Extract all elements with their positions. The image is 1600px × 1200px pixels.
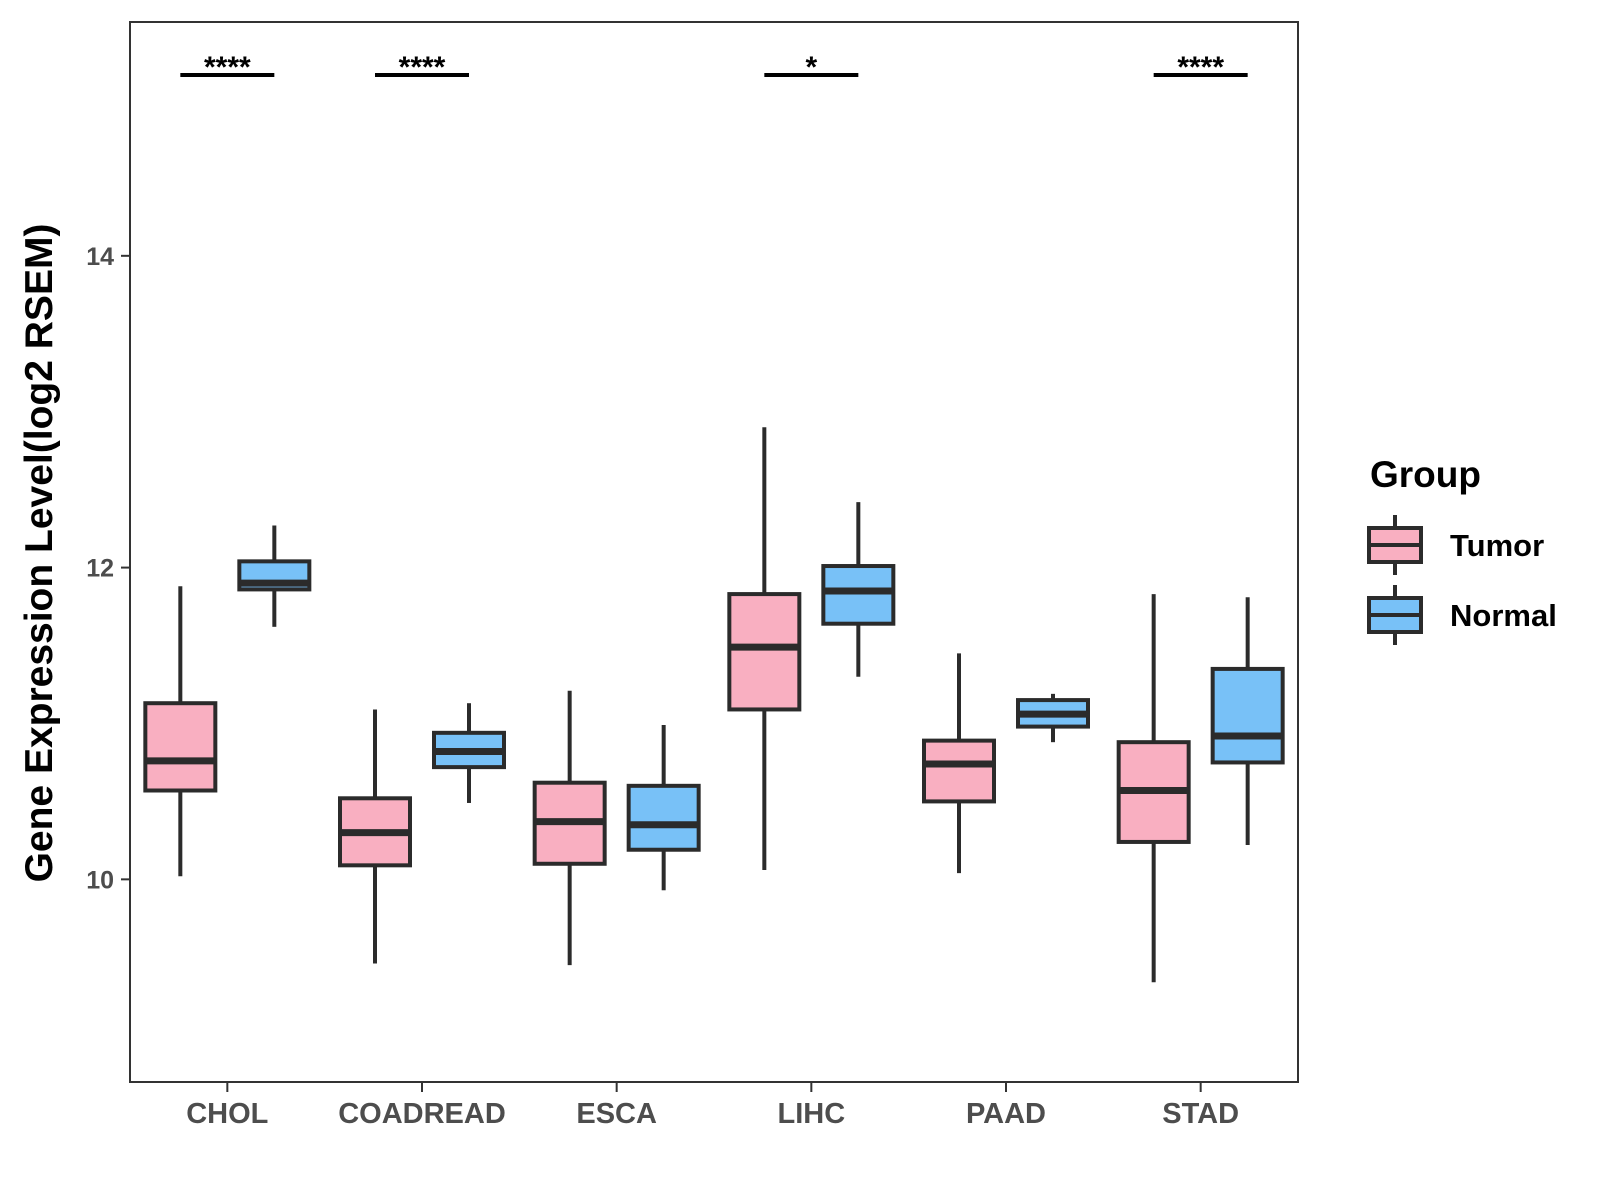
- box-normal-lihc: [821, 502, 896, 677]
- box-normal-stad: [1210, 597, 1285, 846]
- y-axis-title: Gene Expression Level(log2 RSEM): [18, 224, 61, 883]
- legend-title: Group: [1370, 454, 1481, 495]
- box-tumor-paad: [922, 653, 996, 874]
- legend-key-tumor: [1367, 515, 1423, 575]
- legend-key-normal: [1367, 585, 1423, 645]
- significance-annotations: **** **** * ****: [180, 51, 1248, 84]
- plot-panel: [129, 21, 1299, 1083]
- x-tick-label-lihc: LIHC: [777, 1098, 845, 1130]
- legend-label-normal: Normal: [1450, 598, 1557, 633]
- box-normal-chol: [237, 525, 312, 627]
- x-tick-label-esca: ESCA: [576, 1098, 657, 1130]
- box-body: [1210, 666, 1285, 765]
- y-tick-label: 14: [86, 243, 114, 271]
- box-body: [727, 592, 802, 712]
- box-tumor-coadread: [338, 709, 412, 964]
- significance-label: ****: [399, 51, 446, 84]
- significance-label: ****: [1177, 51, 1224, 84]
- y-tick-label: 10: [86, 866, 114, 894]
- box-body: [143, 701, 218, 793]
- significance-label: ****: [204, 51, 251, 84]
- box-body: [821, 564, 896, 626]
- box-tumor-lihc: [727, 427, 802, 870]
- box-normal-paad: [1016, 693, 1090, 743]
- box-body: [922, 738, 996, 804]
- x-tick-label-stad: STAD: [1162, 1098, 1239, 1130]
- legend-label-tumor: Tumor: [1450, 528, 1544, 563]
- x-axis: CHOL COADREAD ESCA LIHC PAAD STAD: [186, 1082, 1239, 1130]
- boxes-layer: [143, 427, 1285, 983]
- significance-label: *: [805, 51, 817, 84]
- box-tumor-esca: [532, 690, 607, 966]
- x-tick-label-chol: CHOL: [186, 1098, 268, 1130]
- x-tick-label-coadread: COADREAD: [338, 1098, 506, 1130]
- box-tumor-chol: [143, 586, 218, 877]
- box-tumor-stad: [1116, 594, 1191, 983]
- x-tick-label-paad: PAAD: [966, 1098, 1046, 1130]
- legend: Group Tumor Normal: [1367, 454, 1557, 645]
- box-normal-esca: [626, 725, 701, 891]
- box-body: [626, 783, 701, 852]
- y-tick-label: 12: [86, 555, 114, 583]
- y-axis: 10 12 14: [86, 243, 130, 894]
- box-normal-coadread: [432, 703, 506, 803]
